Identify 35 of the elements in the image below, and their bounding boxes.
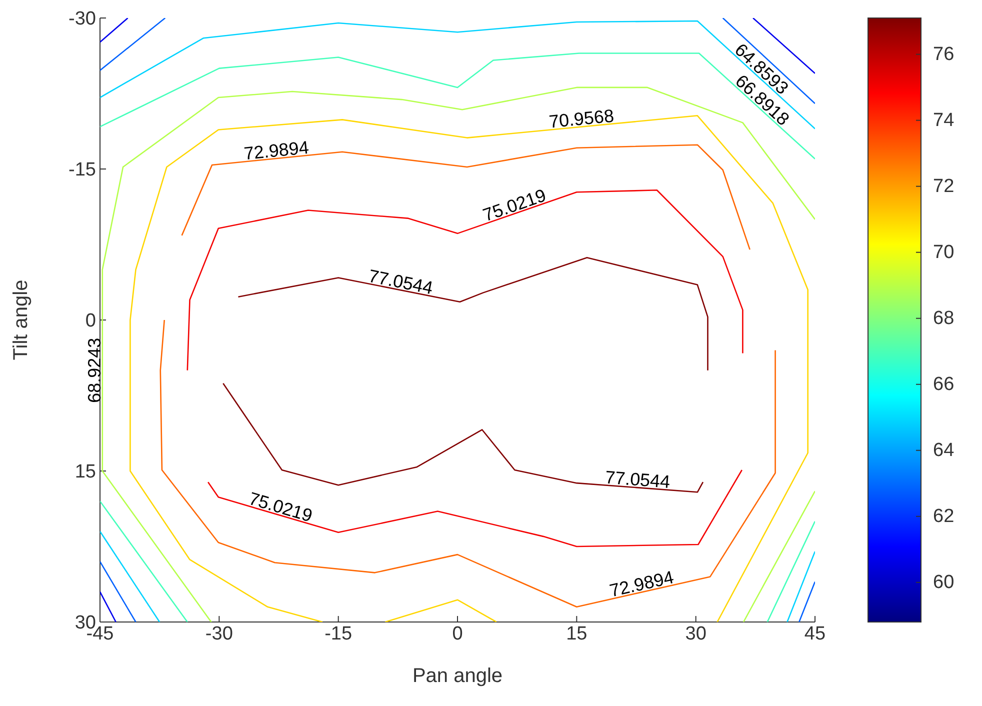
text: 77.0544 bbox=[366, 266, 435, 298]
text: 75.0219 bbox=[246, 488, 315, 526]
color-bar-label: 74 bbox=[933, 110, 955, 131]
color-bar-label: 70 bbox=[933, 242, 954, 263]
line-series bbox=[207, 469, 743, 548]
color-bar-label: 66 bbox=[933, 374, 954, 395]
x-tick-label: 0 bbox=[452, 623, 463, 644]
line-series bbox=[238, 256, 708, 371]
color-bar-label: 62 bbox=[933, 506, 954, 527]
color-bar-label: 68 bbox=[933, 308, 954, 329]
x-tick-label: 30 bbox=[685, 623, 706, 644]
y-tick-label: 15 bbox=[74, 462, 96, 483]
line-series bbox=[160, 319, 776, 608]
color-bar-label: 60 bbox=[933, 572, 954, 593]
x-tick-label: 15 bbox=[566, 623, 588, 644]
y-axis-title: Tilt angle bbox=[10, 280, 32, 360]
text: 72.9894 bbox=[608, 567, 676, 601]
gradient-scale: 60 62 64 66 68 70 72 74 76 bbox=[868, 18, 954, 622]
color-bar-label: 72 bbox=[933, 176, 954, 197]
x-tick-label: 45 bbox=[804, 623, 826, 644]
text: 70.9568 bbox=[548, 106, 615, 132]
line-series bbox=[186, 189, 744, 371]
text: 72.9894 bbox=[242, 137, 310, 164]
text: 68.9243 bbox=[84, 338, 104, 403]
y-tick-label: -30 bbox=[68, 8, 96, 30]
y-tick-label: 0 bbox=[85, 310, 96, 332]
series-label: 77.0544 bbox=[604, 467, 671, 492]
x-tick-label: -30 bbox=[205, 623, 233, 644]
color-bar-label: 64 bbox=[933, 440, 955, 461]
x-tick-label: -15 bbox=[324, 623, 352, 644]
color-bar-label: 76 bbox=[933, 44, 954, 65]
x-axis-title: Pan angle bbox=[412, 665, 503, 687]
y-tick-label: -15 bbox=[68, 160, 96, 181]
line-series bbox=[222, 382, 704, 493]
line-series bbox=[100, 20, 815, 130]
